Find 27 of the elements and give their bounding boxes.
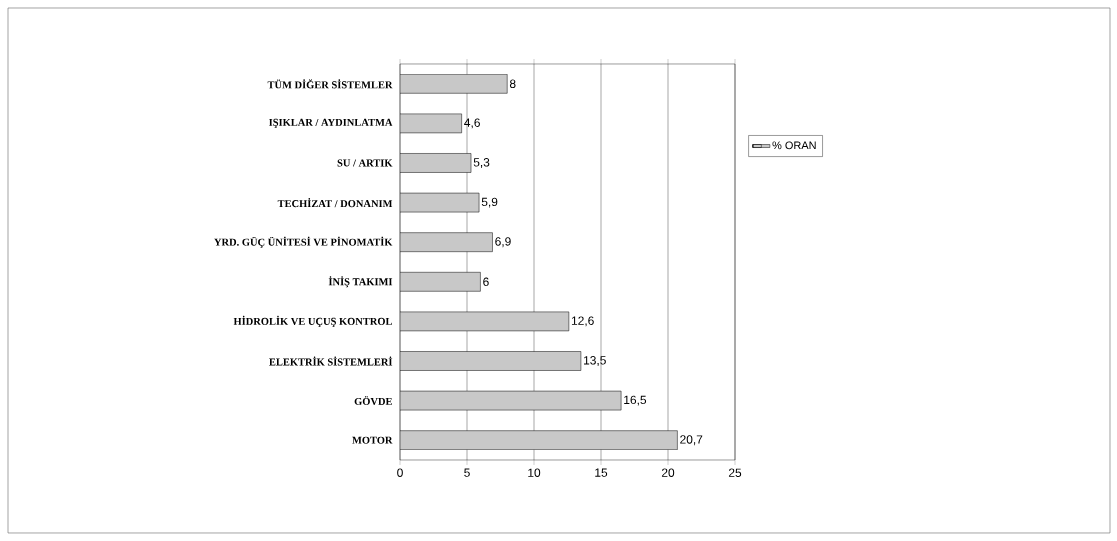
x-tick-label: 0 (397, 468, 403, 477)
data-label: 5,3 (473, 158, 490, 168)
x-tick-label: 5 (464, 468, 470, 477)
y-tick-label: TECHİZAT / DONANIM (277, 198, 393, 208)
y-tick-label: HİDROLİK VE UÇUŞ KONTROL (233, 315, 393, 327)
x-tick-label: 15 (595, 468, 608, 477)
y-tick-label: TÜM DİĞER SİSTEMLER (267, 79, 393, 89)
y-tick-label: SU / ARTIK (337, 159, 393, 167)
y-tick-label: YRD. GÜÇ ÜNİTESİ VE PİNOMATİK (214, 236, 393, 248)
y-tick-label: MOTOR (352, 436, 393, 444)
data-label: 4,6 (464, 118, 480, 129)
y-tick-label: IŞIKLAR / AYDINLATMA (269, 118, 393, 128)
data-label: 6,9 (495, 237, 511, 248)
data-label: 5,9 (481, 197, 498, 208)
data-label: 20,7 (680, 435, 703, 446)
data-label: 16,5 (624, 395, 647, 406)
y-tick-label: GÖVDE (354, 396, 392, 406)
data-label: 8 (509, 79, 516, 89)
data-label: 13,5 (584, 356, 606, 366)
x-tick-label: 20 (661, 468, 675, 477)
x-tick-label: 10 (528, 468, 541, 477)
y-tick-label: İNİŞ TAKIMI (328, 276, 393, 288)
y-tick-label: ELEKTRİK SİSTEMLERİ (269, 356, 393, 366)
legend-label: % ORAN (772, 141, 816, 150)
data-label: 12,6 (571, 316, 594, 327)
data-label: 6 (483, 277, 489, 287)
x-tick-label: 25 (728, 468, 742, 477)
